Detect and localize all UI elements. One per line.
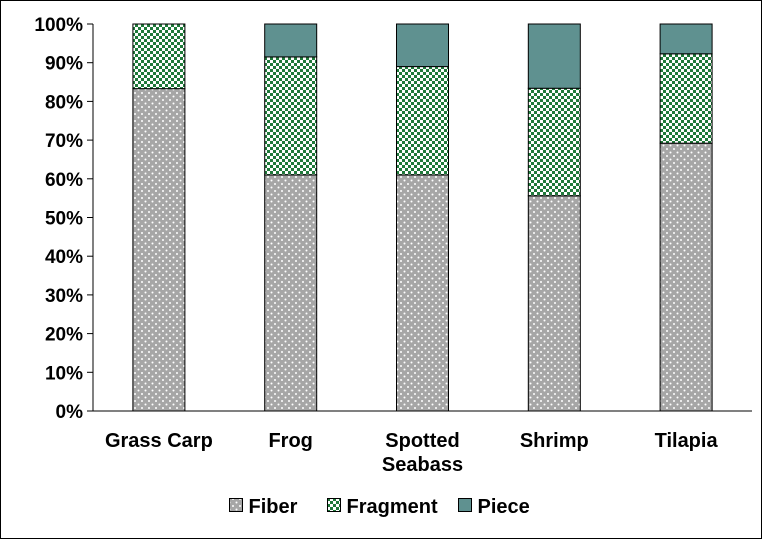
category-label: Spotted Seabass — [382, 430, 463, 476]
bar-piece-shrimp — [527, 23, 581, 89]
y-tick-label: 90% — [45, 54, 83, 75]
bar-fragment-tilapia — [659, 53, 713, 144]
bar-fiber-grass-carp — [132, 88, 186, 412]
y-tick-label: 100% — [34, 15, 83, 36]
y-tick-label: 10% — [45, 363, 83, 384]
bar-fragment-grass-carp — [132, 23, 186, 90]
category-label: Frog — [268, 430, 312, 452]
bar-piece-spotted-seabass — [396, 23, 449, 68]
legend-swatch-fragment — [327, 498, 341, 512]
axes-layer — [87, 23, 752, 412]
category-label: Shrimp — [520, 430, 589, 452]
y-tick-label: 60% — [45, 170, 83, 191]
category-label: Tilapia — [655, 430, 719, 452]
legend-swatch-piece — [458, 498, 472, 512]
bar-fragment-frog — [264, 56, 318, 176]
bar-fiber-spotted-seabass — [396, 174, 449, 412]
bar-fiber-shrimp — [527, 195, 581, 412]
legend-label-piece: Piece — [478, 496, 530, 518]
bars-layer — [132, 23, 713, 412]
bar-fiber-tilapia — [659, 142, 713, 412]
labels-layer: Grass Carp Frog Spotted Seabass Shrimp Tilapi… — [34, 15, 718, 476]
y-tick-label: 50% — [45, 209, 83, 230]
y-tick-label: 20% — [45, 325, 83, 346]
legend-label-fragment: Fragment — [347, 496, 438, 518]
bar-fragment-spotted-seabass — [396, 66, 449, 176]
legend-swatch-fiber — [229, 498, 243, 512]
y-tick-label: 30% — [45, 286, 83, 307]
y-tick-label: 70% — [45, 131, 83, 152]
y-tick-label: 0% — [56, 402, 84, 423]
legend: Fiber Fragment Piece — [229, 496, 530, 518]
bar-fiber-frog — [264, 174, 318, 412]
category-label: Grass Carp — [105, 430, 213, 452]
bar-piece-frog — [264, 23, 318, 58]
legend-label-fiber: Fiber — [249, 496, 298, 518]
y-tick-label: 80% — [45, 92, 83, 113]
bar-piece-tilapia — [659, 23, 713, 55]
y-tick-label: 40% — [45, 247, 83, 268]
bar-fragment-shrimp — [527, 87, 581, 197]
